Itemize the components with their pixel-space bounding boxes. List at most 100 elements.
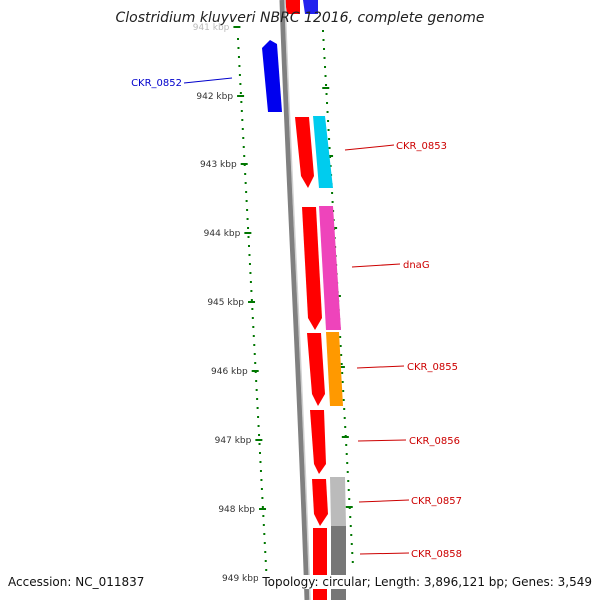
- ring-dot: [347, 489, 350, 491]
- ring-dot: [351, 552, 354, 554]
- kbp-tick: [244, 232, 252, 234]
- ring-dot: [348, 498, 351, 500]
- backbone-highlight: [284, 0, 311, 600]
- scale-dot: [251, 317, 254, 319]
- scale-dot: [239, 83, 242, 85]
- scale-dot: [239, 92, 242, 94]
- ring-dot: [331, 201, 334, 203]
- kbp-tick: [240, 163, 248, 165]
- gene-arrow-forward: [307, 333, 325, 406]
- gene-label: CKR_0856: [409, 436, 460, 447]
- ring-dot: [346, 462, 349, 464]
- ring-dot: [347, 480, 350, 482]
- kbp-label: 944 kbp: [204, 229, 241, 239]
- ring-tick: [322, 87, 330, 89]
- backbone-line: [279, 0, 310, 600]
- kbp-tick: [237, 95, 245, 97]
- kbp-tick: [248, 301, 256, 303]
- gene-label: CKR_0853: [396, 141, 447, 152]
- kbp-tick: [255, 439, 263, 441]
- ring-dot: [349, 516, 352, 518]
- scale-dot: [257, 416, 260, 418]
- ring-dot: [324, 66, 327, 68]
- gene-arrow-forward: [312, 479, 328, 526]
- ring-dot: [322, 39, 325, 41]
- scale-dot: [262, 524, 265, 526]
- scale-dot: [247, 227, 250, 229]
- scale-dot: [238, 74, 241, 76]
- ring-dot: [327, 120, 330, 122]
- scale-dot: [241, 128, 244, 130]
- scale-dot: [258, 443, 261, 445]
- scale-dot: [256, 407, 259, 409]
- gene-label-leader: [356, 365, 405, 369]
- cog-block: [303, 0, 318, 14]
- scale-dot: [244, 182, 247, 184]
- scale-dot: [244, 173, 247, 175]
- kbp-label: 948 kbp: [218, 505, 255, 515]
- gene-labels: CKR_0852 CKR_0853 dnaG CKR_0855 CKR_0856 CKR_…: [131, 77, 462, 560]
- genome-backbone: [279, 0, 311, 600]
- ring-dot: [343, 408, 346, 410]
- scale-dot: [259, 461, 262, 463]
- scale-dot: [248, 263, 251, 265]
- gene-label-leader: [357, 439, 407, 442]
- scale-dot: [263, 542, 266, 544]
- scale-dot: [254, 362, 257, 364]
- ring-dot: [329, 165, 332, 167]
- kbp-label: 943 kbp: [200, 160, 237, 170]
- scale-dot: [260, 488, 263, 490]
- gene-arrow-forward: [302, 207, 322, 330]
- ring-dot: [323, 48, 326, 50]
- ring-dot: [342, 399, 345, 401]
- kbp-label: 941 kbp: [193, 23, 230, 33]
- cog-block: [330, 477, 346, 526]
- ring-dot: [328, 138, 331, 140]
- gene-label-leader: [183, 77, 233, 84]
- ring-dot: [325, 93, 328, 95]
- gene-label: CKR_0852: [131, 78, 182, 89]
- scale-dot: [264, 551, 267, 553]
- ring-dot: [340, 363, 343, 365]
- accession-label: Accession: NC_011837: [8, 575, 145, 589]
- scale-dot: [250, 290, 253, 292]
- scale-dot: [265, 569, 268, 571]
- scale-dot: [260, 479, 263, 481]
- ring-dot: [345, 444, 348, 446]
- gene-label-leader: [351, 263, 401, 268]
- ring-dot: [346, 471, 349, 473]
- scale-dot: [251, 308, 254, 310]
- ring-dot: [351, 561, 354, 563]
- ring-dot: [341, 372, 344, 374]
- scale-dot: [263, 533, 266, 535]
- scale-dot: [238, 65, 241, 67]
- ring-dot: [340, 354, 343, 356]
- kbp-label: 942 kbp: [196, 92, 233, 102]
- ring-dot: [342, 390, 345, 392]
- scale-dot: [250, 299, 253, 301]
- scale-dot: [261, 506, 264, 508]
- ring-tick: [337, 366, 345, 368]
- scale-dot: [245, 191, 248, 193]
- scale-dot: [246, 209, 249, 211]
- gene-arrow-forward: [313, 528, 327, 600]
- ring-dot: [324, 75, 327, 77]
- ring-dot: [326, 111, 329, 113]
- scale-dot: [248, 254, 251, 256]
- scale-dot: [255, 389, 258, 391]
- ring-dot: [331, 192, 334, 194]
- kbp-label: 949 kbp: [222, 574, 259, 584]
- scale-dot: [259, 470, 262, 472]
- ring-dot: [322, 30, 324, 32]
- ring-dot: [327, 129, 330, 131]
- kbp-tick: [259, 508, 267, 510]
- cog-block: [319, 206, 341, 330]
- scale-dot: [249, 281, 252, 283]
- scale-dot: [253, 344, 256, 346]
- gene-label: dnaG: [403, 260, 430, 271]
- scale-dot: [246, 218, 249, 220]
- scale-dot: [240, 110, 243, 112]
- cog-block: [326, 332, 343, 406]
- kbp-label: 946 kbp: [211, 367, 248, 377]
